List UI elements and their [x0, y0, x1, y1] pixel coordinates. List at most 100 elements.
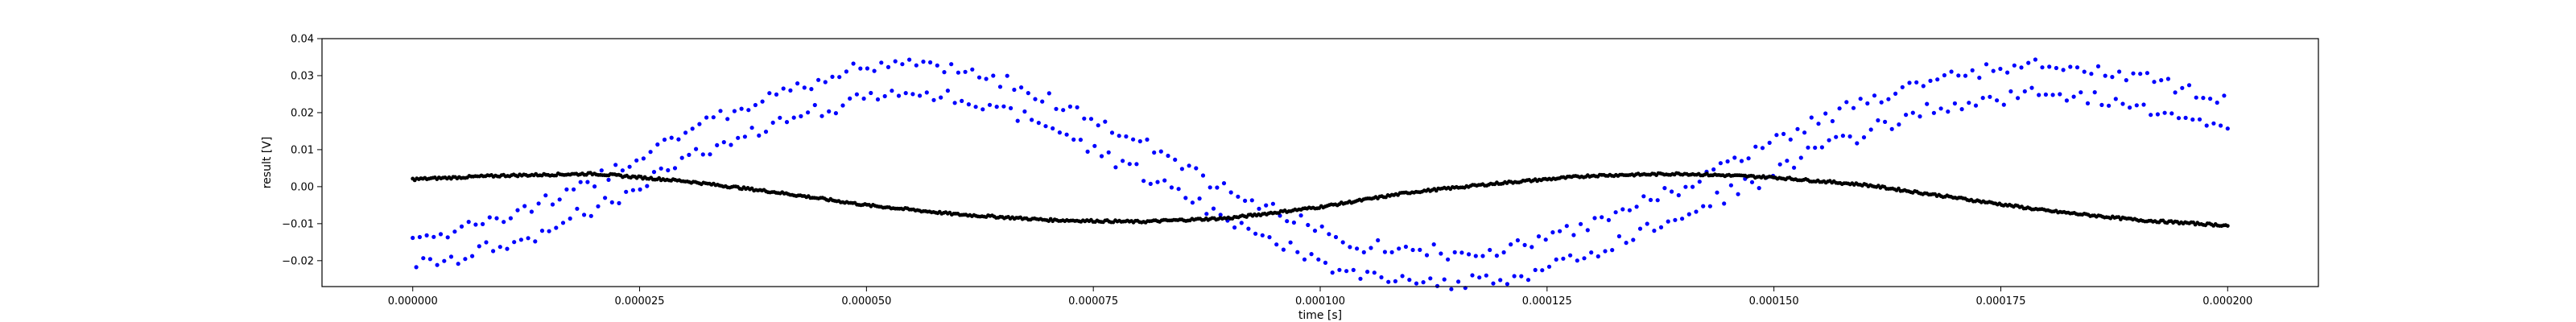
- data-point: [1904, 113, 1909, 118]
- data-point: [854, 92, 859, 97]
- data-point: [1200, 173, 1206, 178]
- data-point: [1397, 246, 1402, 251]
- data-point: [1218, 213, 1223, 217]
- data-point: [2092, 90, 2097, 95]
- data-point: [1554, 257, 1558, 262]
- data-point: [1403, 244, 1408, 250]
- data-point: [1785, 159, 1790, 163]
- x-tick-label: 0.000175: [1975, 295, 2025, 308]
- data-point: [1449, 287, 1454, 291]
- data-point: [2107, 103, 2112, 108]
- data-point: [655, 142, 660, 147]
- data-point: [945, 89, 950, 93]
- data-point: [658, 166, 663, 171]
- data-point: [694, 147, 699, 151]
- data-point: [2159, 78, 2164, 83]
- data-point: [1757, 186, 1761, 191]
- data-point: [1113, 165, 1118, 170]
- data-point: [1935, 77, 1940, 82]
- data-point: [1488, 247, 1492, 253]
- data-point: [470, 254, 475, 258]
- data-point: [746, 108, 751, 113]
- data-point: [1173, 157, 1178, 162]
- data-point: [1012, 87, 1017, 93]
- data-point: [1977, 76, 1982, 80]
- data-point: [1459, 250, 1464, 255]
- data-point: [1351, 267, 1356, 272]
- data-point: [757, 133, 762, 138]
- data-point: [582, 213, 587, 217]
- data-point: [1718, 161, 1723, 166]
- data-point: [742, 134, 748, 139]
- data-point: [1967, 101, 1971, 105]
- data-point: [1131, 137, 1136, 142]
- data-point: [2176, 116, 2182, 121]
- data-point: [921, 60, 926, 64]
- data-point: [1141, 179, 1146, 184]
- data-point: [1897, 122, 1901, 127]
- data-point: [1208, 185, 1212, 190]
- data-point: [1257, 206, 1261, 211]
- data-point: [806, 110, 811, 115]
- data-point: [529, 209, 535, 214]
- data-point: [575, 206, 580, 211]
- data-point: [1530, 245, 1534, 250]
- data-point: [1109, 130, 1115, 135]
- data-point: [997, 85, 1003, 89]
- data-point: [1337, 267, 1342, 272]
- data-point: [536, 201, 541, 206]
- data-point: [1319, 224, 1324, 229]
- data-point: [1753, 144, 1758, 149]
- data-point: [1816, 122, 1821, 126]
- data-point: [1051, 126, 1055, 131]
- data-point: [2068, 64, 2073, 69]
- data-point: [1382, 250, 1387, 254]
- data-point: [760, 99, 765, 104]
- data-point: [770, 120, 775, 125]
- data-point: [1061, 108, 1066, 113]
- data-point: [427, 257, 433, 262]
- data-point: [1001, 104, 1006, 109]
- data-point: [638, 187, 642, 192]
- data-point: [1616, 233, 1621, 239]
- data-point: [1795, 126, 1800, 131]
- data-point: [1088, 117, 1094, 122]
- y-tick-label: 0.02: [291, 107, 314, 119]
- data-point: [816, 77, 821, 82]
- data-point: [1274, 242, 1279, 247]
- data-point: [491, 249, 496, 254]
- data-point: [1099, 154, 1104, 159]
- plot-area: [322, 39, 2318, 287]
- data-point: [1788, 137, 1793, 142]
- data-point: [2152, 80, 2157, 85]
- data-point: [1819, 145, 1824, 150]
- data-point: [662, 137, 667, 142]
- data-point: [851, 61, 856, 66]
- data-point: [1253, 231, 1258, 236]
- data-point: [2165, 76, 2170, 81]
- data-point: [1194, 166, 1199, 171]
- data-point: [1592, 216, 1597, 221]
- data-point: [1309, 252, 1314, 257]
- data-point: [1022, 109, 1027, 114]
- data-point: [1389, 250, 1394, 254]
- data-point: [1546, 264, 1552, 269]
- data-point: [1928, 78, 1933, 83]
- data-point: [1249, 198, 1254, 203]
- data-point: [1585, 228, 1590, 233]
- data-point: [1984, 62, 1989, 67]
- y-tick-label: −0.02: [282, 255, 314, 267]
- data-point: [466, 220, 471, 225]
- data-point: [914, 63, 919, 68]
- data-point: [1298, 213, 1303, 218]
- data-point: [812, 102, 817, 108]
- data-point: [1386, 279, 1391, 284]
- data-point: [1239, 221, 1244, 225]
- data-point: [690, 126, 695, 131]
- data-point: [672, 166, 678, 171]
- data-point: [1145, 137, 1150, 142]
- data-point: [1760, 146, 1765, 151]
- data-point: [802, 85, 807, 90]
- data-point: [1046, 91, 1051, 96]
